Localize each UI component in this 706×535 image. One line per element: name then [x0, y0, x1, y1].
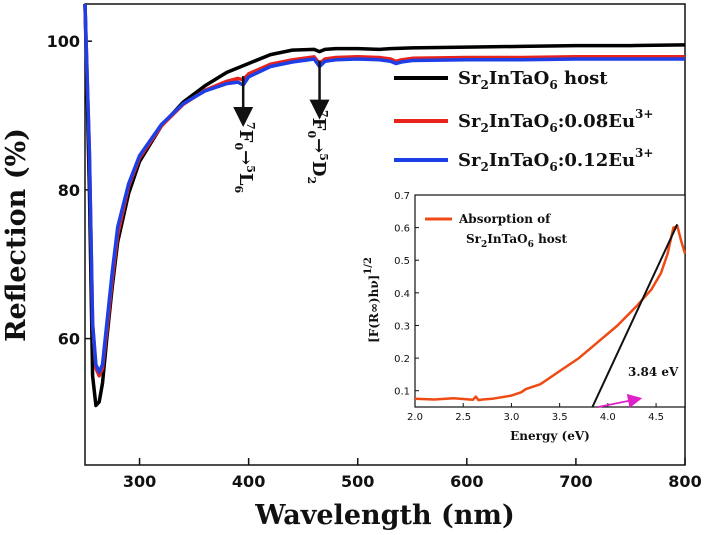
label-7f0-5l6-level1: F	[235, 130, 256, 143]
x-axis-title: Wavelength (nm)	[254, 500, 515, 531]
label-7f0-5d2-sup2: 5	[317, 153, 330, 161]
inset-x-axis-title: Energy (eV)	[510, 429, 590, 443]
label-7f0-5d2-sub1: 0	[305, 130, 318, 138]
label-7f0-5l6-sup2: 5	[244, 165, 257, 173]
main-legend: Sr2InTaO6 host Sr2InTaO6:0.08Eu3+ Sr2InT…	[394, 68, 653, 174]
x-tick-label-4: 700	[559, 472, 592, 491]
label-7f0-5d2-level1: F	[308, 118, 329, 131]
inset-y-tick-label-3: 0.4	[394, 289, 410, 300]
inset-y-tick-label-1: 0.2	[394, 354, 410, 365]
inset-y-tick-label-6: 0.7	[394, 191, 410, 202]
inset-axis-ticks: 2.0 2.5 3.0 3.5 4.0 4.5 0.1 0.2 0.3 0.4 0.5 0.6 0.7	[394, 191, 664, 423]
x-tick-label-5: 800	[668, 472, 701, 491]
label-7f0-5d2-arrow: →	[308, 138, 329, 153]
label-7f0-5l6: 7F0→5L6	[232, 122, 257, 194]
inset-series-line-0	[414, 224, 687, 402]
inset-chart: 2.0 2.5 3.0 3.5 4.0 4.50.10.20.30.40.50.60.7 …	[363, 191, 687, 443]
inset-fit-line	[591, 223, 679, 408]
inset-y-tick-label-4: 0.5	[394, 256, 410, 267]
y-tick-label-1: 80	[58, 181, 80, 200]
label-7f0-5l6-sub1: 0	[232, 142, 245, 150]
x-tick-label-0: 300	[123, 472, 156, 491]
inset-series-group	[414, 223, 687, 409]
inset-y-axis-title: [F(R∞)hν]1/2	[363, 257, 381, 343]
label-7f0-5d2: 7F0→5D2	[305, 110, 330, 184]
x-tick-label-3: 600	[450, 472, 483, 491]
series-line-2	[83, 3, 685, 374]
legend-label-008: Sr2InTaO6:0.08Eu3+	[458, 107, 653, 135]
x-tick-label-1: 400	[232, 472, 265, 491]
inset-x-tick-label-2: 3.0	[503, 412, 519, 423]
main-series-group	[83, 3, 686, 408]
inset-legend-line2: Sr2InTaO6 host	[466, 232, 568, 250]
inset-y-tick-label-5: 0.6	[394, 224, 410, 235]
inset-x-tick-label-3: 3.5	[552, 412, 568, 423]
label-7f0-5l6-sup1: 7	[244, 122, 257, 130]
inset-bandgap-label: 3.84 eV	[628, 365, 679, 379]
legend-label-012: Sr2InTaO6:0.12Eu3+	[458, 146, 653, 174]
legend-label-host: Sr2InTaO6 host	[458, 68, 608, 92]
series-line-0	[83, 3, 686, 408]
inset-x-tick-label-4: 4.0	[600, 412, 616, 423]
inset-y-tick-label-0: 0.1	[394, 387, 410, 398]
label-7f0-5l6-arrow: →	[235, 150, 256, 165]
label-7f0-5d2-level2: D	[308, 161, 329, 177]
inset-x-tick-label-1: 2.5	[455, 412, 471, 423]
inset-x-tick-label-5: 4.5	[648, 412, 664, 423]
inset-bandgap-arrow	[598, 393, 643, 409]
y-axis-title: Reflection (%)	[1, 128, 32, 342]
inset-y-tick-label-2: 0.3	[394, 321, 410, 332]
transition-annotations: 7F0→5L6 7F0→5D2	[232, 60, 330, 194]
label-7f0-5d2-sup1: 7	[317, 110, 330, 118]
inset-x-tick-label-0: 2.0	[407, 412, 423, 423]
label-7f0-5d2-sub2: 2	[305, 176, 318, 184]
label-7f0-5l6-sub2: 6	[232, 186, 245, 194]
y-tick-label-0: 60	[58, 330, 80, 349]
x-tick-label-2: 500	[341, 472, 374, 491]
y-tick-label-2: 100	[47, 32, 80, 51]
label-7f0-5l6-level2: L	[235, 173, 256, 186]
inset-legend-line1: Absorption of	[458, 212, 551, 226]
